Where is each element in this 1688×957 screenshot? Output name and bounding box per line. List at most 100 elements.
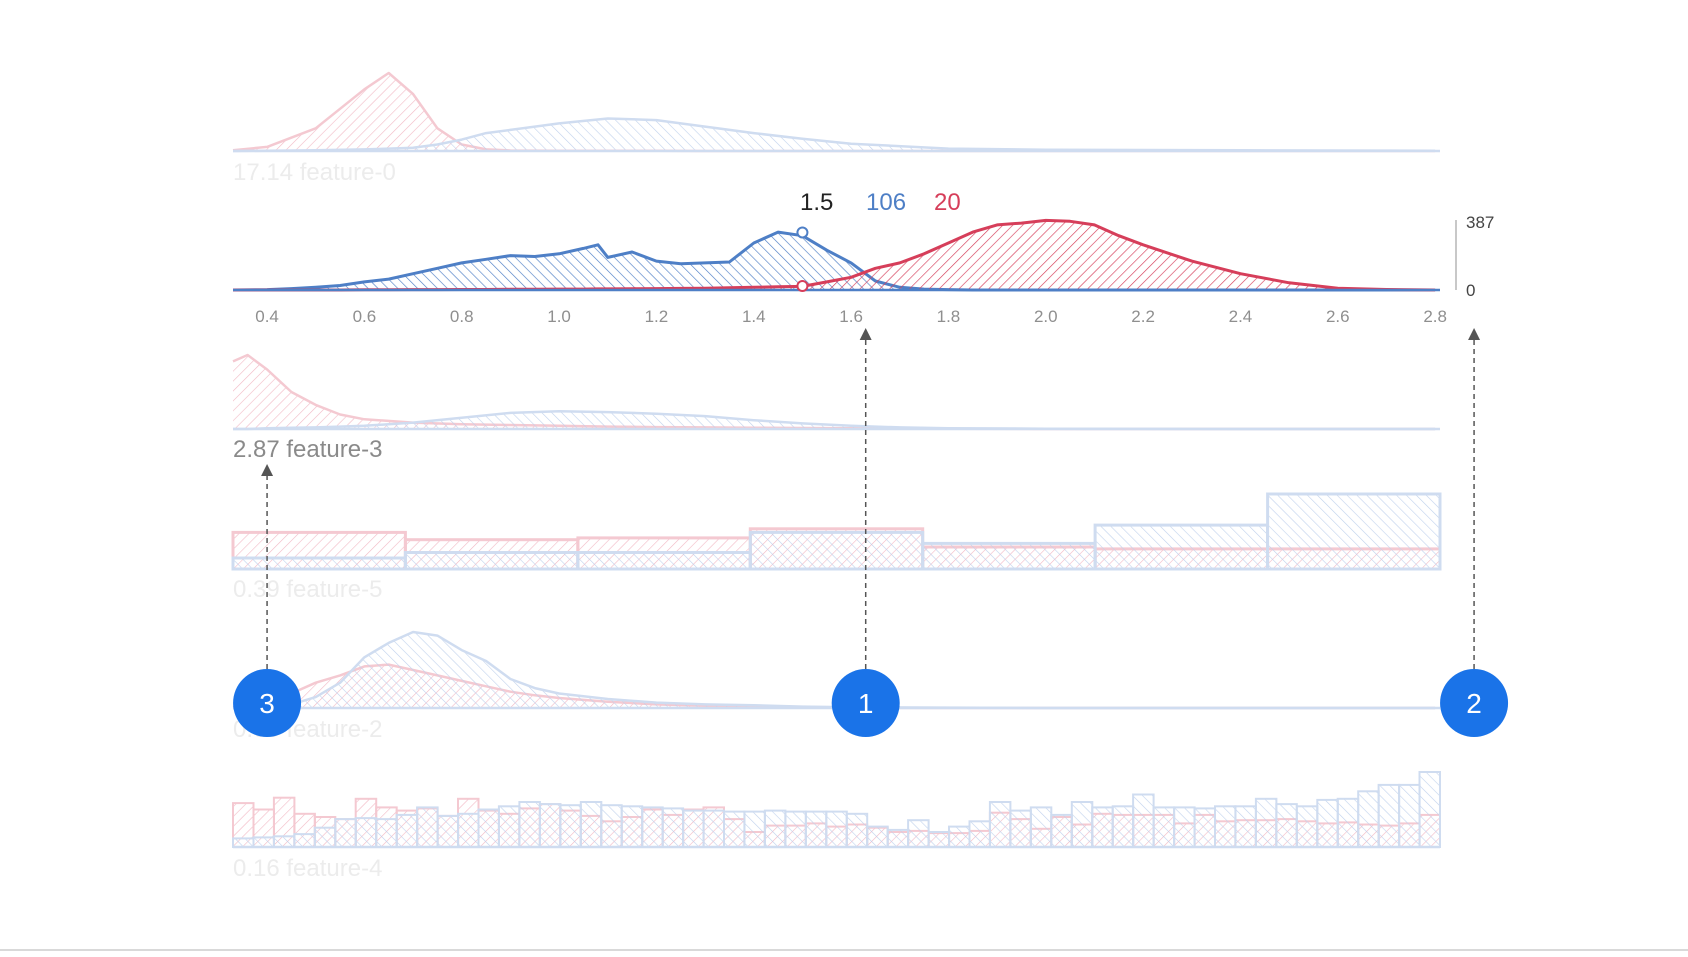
bar-blue [477,808,500,848]
bar-blue [927,831,951,848]
bar-blue [702,809,725,848]
hover-point-red [796,280,809,292]
marker-number: 1 [858,688,874,719]
x-tick-label: 1.6 [839,307,863,326]
bar-blue [743,810,766,848]
bar-blue [1266,492,1442,571]
bar-blue [457,812,480,848]
area-fill-red [233,355,1436,429]
bar-blue [921,541,1097,571]
series-line-blue [232,117,1436,153]
y-tick-min: 0 [1466,281,1475,300]
tooltip-blue-count: 106 [866,189,906,216]
area-fill-blue [233,411,1436,429]
bar-blue [354,817,378,848]
area-fill-blue [233,118,1436,151]
bar-blue [436,814,460,849]
bar-blue [641,806,664,849]
bar-blue [1152,806,1176,849]
bar-blue [293,833,316,848]
bar-blue [416,806,439,849]
bar-blue [682,809,705,848]
bar-blue [620,805,644,848]
bar-blue [403,551,580,571]
bar-blue [272,835,296,848]
bar-blue [866,825,889,848]
bar-blue [252,836,275,849]
bar-blue [1234,805,1257,848]
marker-1: 1 [831,328,900,737]
bar-blue [784,810,807,848]
active-chart-axis: 0.4 0.6 0.8 1.0 1.2 1.4 1.6 1.8 2.0 2.2 2.4 2.6 2.8 3… [255,213,1494,326]
bar-blue [1418,771,1441,848]
feature-label: 0.16 feature-4 [233,855,382,882]
bar-blue [1214,805,1237,848]
bar-blue [334,818,357,848]
bar-blue [1193,807,1216,849]
bar-blue [1336,797,1360,848]
hover-point-blue [796,226,809,239]
bar-blue [395,813,419,849]
bar-blue [232,837,255,849]
bar-blue [748,530,925,571]
bar-blue [1132,793,1155,848]
x-tick-label: 2.4 [1229,307,1253,326]
bar-blue [1173,806,1196,849]
marker-circle [831,669,900,737]
feature-chart-2: 2.87 feature-3 [232,353,1440,463]
x-tick-label: 0.6 [353,307,377,326]
feature-chart-1 [232,218,1440,292]
marker-number: 2 [1466,688,1482,719]
bar-blue [804,810,828,848]
bar-blue [375,818,398,848]
feature-label: 2.87 feature-3 [233,436,382,463]
x-tick-label: 1.2 [645,307,669,326]
x-tick-label: 1.4 [742,307,766,326]
bar-blue [579,801,603,848]
feature-chart-3: 0.39 feature-5 [231,492,1442,603]
bar-blue [518,801,541,848]
bar-blue [723,810,746,848]
bar-blue [1316,798,1339,849]
x-tick-label: 1.0 [547,307,571,326]
x-tick-label: 0.8 [450,307,474,326]
bar-blue [661,807,685,849]
bar-blue [576,551,752,571]
bar-blue [1398,783,1421,849]
charts-layer: 17.14 feature-0 2.87 feature-3 0.39 featur… [231,71,1442,882]
bar-blue [559,804,582,849]
series-line-red [232,353,1436,431]
area-fill-red [233,220,1436,290]
x-tick-label: 2.6 [1326,307,1350,326]
marker-3: 3 [233,464,302,737]
bar-blue [538,803,562,848]
feature-label: 0.39 feature-5 [233,576,382,603]
x-tick-label: 0.4 [255,307,279,326]
bar-blue [231,556,407,571]
annotation-markers: 1 2 3 [233,328,1509,737]
hover-tooltip: 1.5 106 20 [800,189,961,216]
feature-chart-0: 17.14 feature-0 [232,71,1440,186]
bar-blue [1275,803,1298,848]
bar-blue [1093,523,1269,571]
area-fill-red [233,73,1436,151]
bar-blue [886,828,910,849]
bar-blue [763,809,787,848]
y-tick-max: 387 [1466,213,1494,232]
bar-blue [1009,809,1032,848]
feature-chart-5: 0.16 feature-4 [232,771,1441,882]
area-fill-blue [233,632,1436,708]
bar-blue [988,801,1012,848]
bar-blue [1377,783,1401,849]
tooltip-red-count: 20 [934,189,961,216]
bar-blue [1111,805,1135,848]
bar-blue [1091,806,1114,849]
bar-blue [1029,806,1053,849]
bar-blue [1050,813,1073,849]
x-tick-label: 2.8 [1423,307,1447,326]
bar-blue [907,819,930,849]
feature-label: 17.14 feature-0 [233,159,396,186]
marker-number: 3 [259,688,275,719]
bar-blue [968,820,991,848]
